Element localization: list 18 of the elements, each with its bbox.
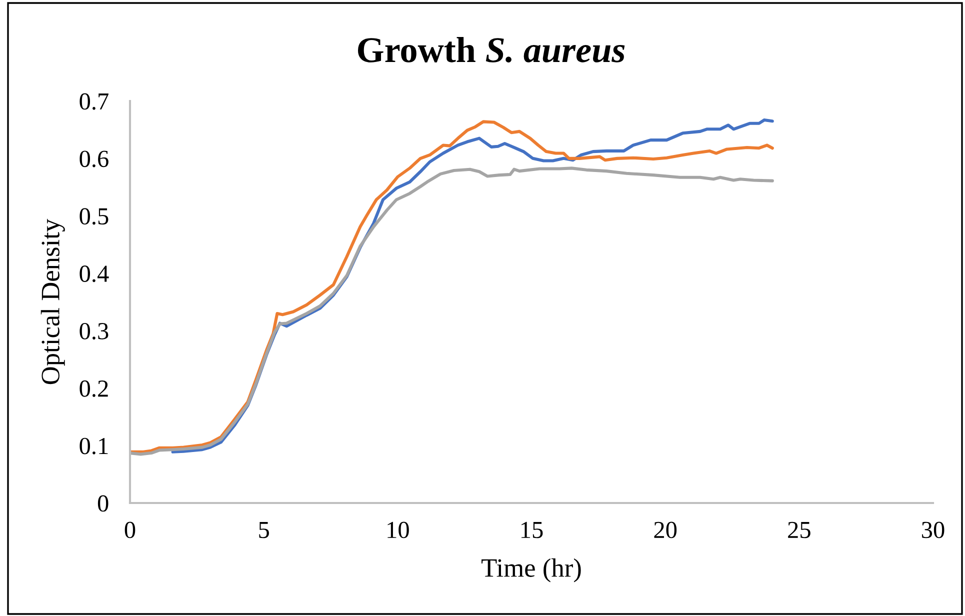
y-tick-label: 0.5 [80, 208, 108, 225]
y-tick-label: 0.6 [80, 150, 108, 168]
x-tick-label: 20 [654, 522, 677, 538]
chart-title: Growth S. aureus [358, 36, 625, 63]
x-tick-label: 5 [259, 522, 269, 538]
x-tick-label: 30 [922, 522, 944, 538]
y-tick-label: 0.7 [80, 93, 108, 110]
x-axis-title: Time (hr) [482, 558, 581, 582]
y-tick-label: 0.2 [80, 380, 108, 397]
x-tick-label: 25 [788, 522, 810, 538]
y-tick-label: 0.1 [80, 438, 108, 454]
y-tick-label: 0 [98, 495, 108, 512]
x-tick-label: 10 [388, 522, 409, 538]
x-tick-label: 0 [124, 522, 136, 538]
y-tick-label: 0.3 [80, 322, 108, 340]
y-tick-label: 0.4 [80, 266, 109, 282]
y-axis-title: Optical Density [40, 218, 65, 384]
x-tick-label: 15 [521, 522, 543, 538]
